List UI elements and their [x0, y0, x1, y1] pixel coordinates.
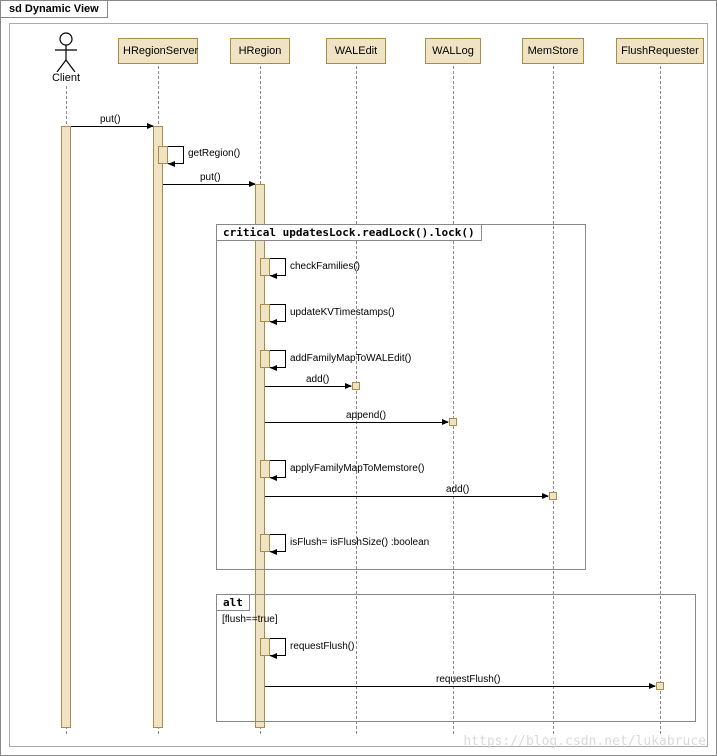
self-checkfamilies-head: [270, 273, 277, 279]
self-addfamilywal-head: [270, 365, 277, 371]
guard-alt: [flush==true]: [222, 614, 278, 625]
arrow-add2: [265, 496, 548, 497]
self-applyfamilymem-head: [270, 475, 277, 481]
activation-updatekv: [260, 304, 270, 322]
activation-getregion: [158, 146, 168, 164]
participant-memstore: MemStore: [522, 38, 584, 64]
watermark: https://blog.csdn.net/lukabruce: [463, 734, 706, 749]
exec-flushrequester: [656, 682, 664, 690]
exec-wallog: [449, 418, 457, 426]
label-checkfamilies: checkFamilies(): [290, 261, 360, 272]
actor-client: Client: [46, 32, 86, 84]
fragment-alt: alt: [216, 594, 696, 722]
arrow-add: [265, 386, 351, 387]
participant-hregionserver: HRegionServer: [118, 38, 198, 64]
participant-wallog: WALLog: [425, 38, 481, 64]
self-requestflush1-head: [270, 653, 277, 659]
participant-flushrequester: FlushRequester: [616, 38, 704, 64]
label-getregion: getRegion(): [188, 148, 240, 159]
actor-icon: [51, 32, 81, 72]
activation-isflush: [260, 534, 270, 552]
activation-hregionserver: [153, 126, 163, 728]
label-applyfamilymem: applyFamilyMapToMemstore(): [290, 463, 424, 474]
arrow-put2: [163, 184, 255, 185]
label-add: add(): [306, 374, 329, 385]
self-isflush-head: [270, 549, 277, 555]
label-put2: put(): [200, 172, 221, 183]
activation-applyfamilymem: [260, 460, 270, 478]
self-getregion-head: [168, 161, 175, 167]
diagram-frame: sd Dynamic View Client HRegionServer HRe…: [0, 0, 717, 756]
label-append: append(): [346, 410, 386, 421]
activation-addfamilywal: [260, 350, 270, 368]
self-updatekv-head: [270, 319, 277, 325]
label-isflush: isFlush= isFlushSize() :boolean: [290, 537, 429, 548]
exec-memstore: [549, 492, 557, 500]
arrow-put1: [71, 126, 153, 127]
label-put1: put(): [100, 114, 121, 125]
label-requestflush2: requestFlush(): [436, 674, 500, 685]
diagram-title: sd Dynamic View: [1, 1, 108, 18]
label-updatekv: updateKVTimestamps(): [290, 307, 395, 318]
label-addfamilywal: addFamilyMapToWALEdit(): [290, 353, 411, 364]
diagram-canvas: Client HRegionServer HRegion WALEdit WAL…: [9, 23, 708, 747]
arrow-requestflush2: [265, 686, 655, 687]
exec-waledit: [352, 382, 360, 390]
activation-requestflush1: [260, 638, 270, 656]
label-requestflush1: requestFlush(): [290, 641, 354, 652]
fragment-critical-label: critical updatesLock.readLock().lock(): [216, 224, 482, 241]
title-text: sd Dynamic View: [9, 3, 99, 15]
actor-label: Client: [46, 72, 86, 84]
arrow-append: [265, 422, 448, 423]
participant-waledit: WALEdit: [326, 38, 386, 64]
fragment-alt-label: alt: [216, 594, 250, 611]
activation-client: [61, 126, 71, 728]
label-add2: add(): [446, 484, 469, 495]
participant-hregion: HRegion: [230, 38, 290, 64]
activation-checkfamilies: [260, 258, 270, 276]
